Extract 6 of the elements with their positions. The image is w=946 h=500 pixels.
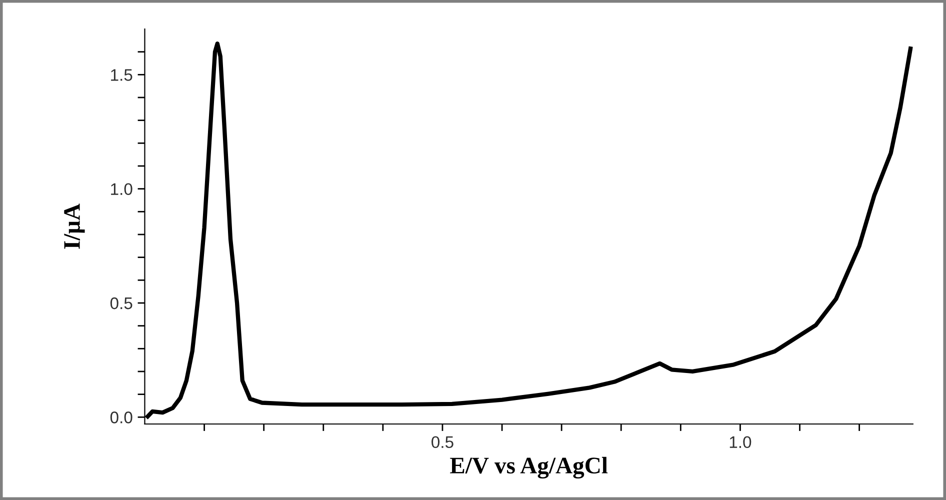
y-axis-title: I/μA [64,204,85,249]
y-tick-label: 1.0 [111,183,132,196]
x-axis-title: E/V vs Ag/AgCl [450,456,608,478]
y-tick-label: 0.5 [110,297,132,310]
y-tick-label: 0.0 [110,412,132,424]
y-tick-label: 1.5 [111,69,132,81]
